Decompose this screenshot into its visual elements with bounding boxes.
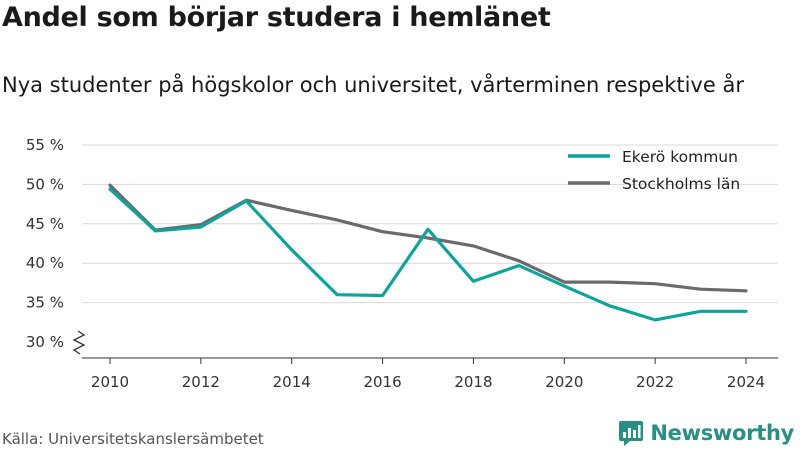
bar-chart-logo-icon	[619, 421, 644, 446]
brand-logo: Newsworthy	[618, 419, 794, 447]
series-lines	[108, 183, 748, 322]
x-tick-label: 2014	[273, 373, 311, 391]
series-line-ekero	[108, 187, 748, 322]
x-tick-label: 2024	[727, 373, 765, 391]
y-tick-label: 50 %	[26, 175, 64, 193]
axis-break-icon	[72, 330, 86, 355]
x-tick-label: 2010	[91, 373, 129, 391]
y-tick-label: 45 %	[26, 215, 64, 233]
x-tick-label: 2012	[182, 373, 220, 391]
chart-title: Andel som börjar studera i hemlänet	[2, 2, 551, 33]
x-tick-label: 2020	[545, 373, 583, 391]
y-tick-label: 35 %	[26, 294, 64, 312]
legend-label: Ekerö kommun	[622, 148, 738, 166]
y-tick-label: 55 %	[26, 136, 64, 154]
chart-subtitle: Nya studenter på högskolor och universit…	[2, 73, 744, 97]
source-note: Källa: Universitetskanslersämbetet	[2, 430, 264, 448]
brand-name: Newsworthy	[650, 421, 794, 445]
x-tick-label: 2016	[363, 373, 401, 391]
legend: Ekerö kommun Stockholms län	[568, 148, 740, 193]
series-line-stockholm	[108, 183, 748, 293]
x-tick-label: 2022	[636, 373, 674, 391]
x-tick-label: 2018	[454, 373, 492, 391]
axes: 30 % 35 % 40 % 45 % 50 % 55 % 2010 2012 2014 2016…	[26, 136, 778, 391]
gridlines	[82, 144, 778, 304]
y-tick-label: 30 %	[26, 333, 64, 351]
y-tick-label: 40 %	[26, 254, 64, 272]
legend-label: Stockholms län	[622, 175, 740, 193]
